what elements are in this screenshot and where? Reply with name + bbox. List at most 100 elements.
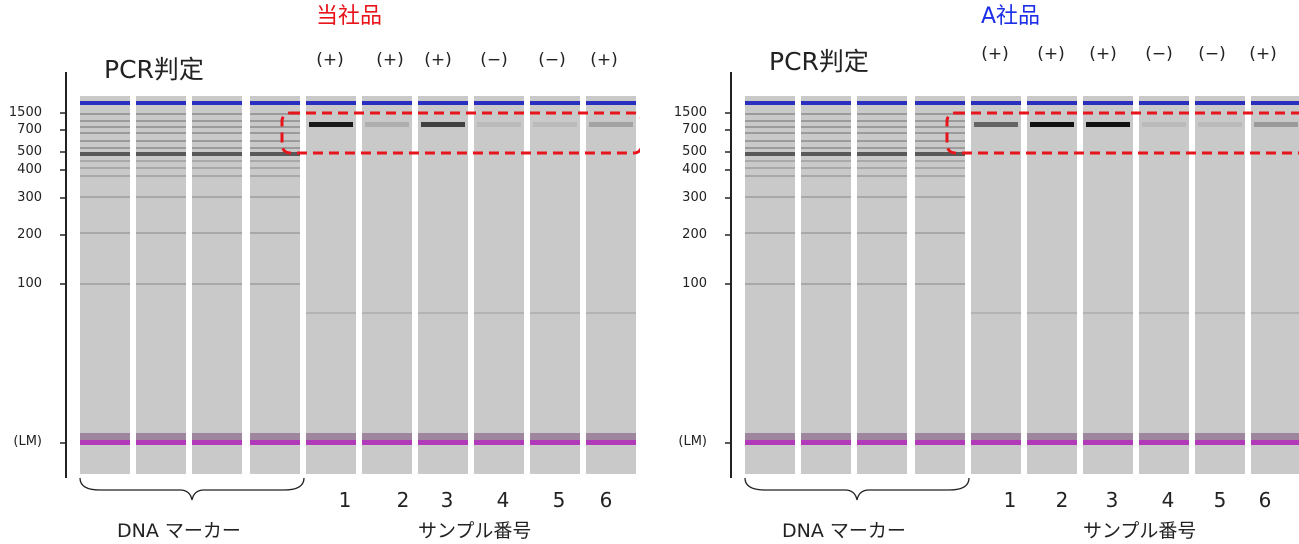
marker-ladder-band (801, 140, 851, 142)
upper-marker-band (1083, 101, 1133, 105)
lower-marker-band (971, 440, 1021, 445)
lower-marker-band (474, 440, 524, 445)
marker-ladder-band (745, 140, 795, 142)
y-tick-lm: (LM) (13, 434, 42, 449)
marker-ladder-band (250, 120, 300, 122)
marker-ladder-band (250, 175, 300, 177)
marker-ladder-band (915, 113, 965, 115)
upper-marker-band (418, 101, 468, 105)
marker-ladder-band (915, 126, 965, 128)
lower-marker-band (1027, 440, 1077, 445)
upper-marker-band (80, 101, 130, 105)
marker-brace (79, 477, 305, 501)
primer-dimer-band (1027, 312, 1077, 314)
y-tick-300: 300 (682, 190, 707, 205)
gel-lane (306, 96, 356, 474)
marker-ladder-band (192, 126, 242, 128)
lower-marker-band (418, 440, 468, 445)
marker-ladder-band (250, 147, 300, 149)
y-tick-700: 700 (17, 122, 42, 137)
primer-dimer-band (530, 312, 580, 314)
marker-ladder-band (857, 152, 907, 156)
marker-ladder-band (745, 232, 795, 234)
marker-ladder-band (192, 140, 242, 142)
marker-ladder-band (136, 132, 186, 134)
sample-number-4: 4 (496, 488, 510, 512)
sample-number-6: 6 (1258, 488, 1272, 512)
judgment-1: (+) (981, 44, 1009, 64)
marker-ladder-band (192, 147, 242, 149)
marker-ladder-band (745, 120, 795, 122)
marker-ladder-band (250, 160, 300, 162)
sample-band (1030, 122, 1074, 127)
marker-ladder-band (915, 196, 965, 198)
primer-dimer-band (418, 312, 468, 314)
lower-marker-band (801, 440, 851, 445)
upper-marker-band (250, 101, 300, 105)
highlight-box (945, 111, 1299, 155)
sample-band (1142, 122, 1186, 127)
sample-band (1198, 122, 1242, 127)
marker-ladder-band (745, 283, 795, 285)
primer-dimer-band (1139, 312, 1189, 314)
gel-lane (1251, 96, 1299, 474)
upper-marker-band (1195, 101, 1245, 105)
marker-ladder-band (192, 160, 242, 162)
marker-ladder-band (915, 140, 965, 142)
marker-ladder-band (250, 167, 300, 169)
marker-ladder-band (80, 283, 130, 285)
primer-dimer-band (1195, 312, 1245, 314)
panel-title-left: 当社品 (316, 4, 383, 29)
gel-lane (915, 96, 965, 474)
marker-ladder-band (801, 113, 851, 115)
upper-marker-band (1139, 101, 1189, 105)
lower-marker-band (250, 440, 300, 445)
marker-ladder-band (192, 175, 242, 177)
lower-marker-shadow (1251, 433, 1299, 443)
marker-ladder-band (801, 132, 851, 134)
pcr-label-left: PCR判定 (96, 50, 212, 86)
marker-ladder-band (136, 283, 186, 285)
y-tick-700: 700 (682, 122, 707, 137)
marker-ladder-band (250, 113, 300, 115)
lower-marker-shadow (474, 433, 524, 443)
highlight-box (280, 111, 640, 155)
gel-lane (474, 96, 524, 474)
marker-ladder-band (745, 160, 795, 162)
lower-marker-band (80, 440, 130, 445)
marker-ladder-band (80, 152, 130, 156)
gel-lane (418, 96, 468, 474)
gel-image-left (60, 72, 640, 501)
upper-marker-band (136, 101, 186, 105)
marker-ladder-band (250, 140, 300, 142)
upper-marker-band (586, 101, 636, 105)
marker-ladder-band (192, 120, 242, 122)
marker-ladder-band (745, 196, 795, 198)
marker-ladder-band (136, 126, 186, 128)
judgment-1: (+) (316, 50, 344, 70)
gel-lane (250, 96, 300, 474)
lower-marker-band (362, 440, 412, 445)
upper-marker-band (192, 101, 242, 105)
gel-lane (1139, 96, 1189, 474)
gel-lane (745, 96, 795, 474)
marker-ladder-band (136, 152, 186, 156)
lower-marker-shadow (1139, 433, 1189, 443)
y-tick-100: 100 (17, 276, 42, 291)
y-tick-400: 400 (682, 162, 707, 177)
primer-dimer-band (1251, 312, 1299, 314)
sample-number-3: 3 (1105, 488, 1119, 512)
marker-ladder-band (80, 126, 130, 128)
upper-marker-band (745, 101, 795, 105)
marker-ladder-band (801, 175, 851, 177)
marker-ladder-band (801, 126, 851, 128)
marker-ladder-band (745, 126, 795, 128)
marker-label-right: DNA マーカー (782, 520, 906, 542)
marker-ladder-band (915, 232, 965, 234)
lower-marker-shadow (1195, 433, 1245, 443)
sample-number-3: 3 (440, 488, 454, 512)
lower-marker-band (306, 440, 356, 445)
marker-label-left: DNA マーカー (117, 520, 241, 542)
lower-marker-shadow (306, 433, 356, 443)
judgment-2: (+) (1037, 44, 1065, 64)
